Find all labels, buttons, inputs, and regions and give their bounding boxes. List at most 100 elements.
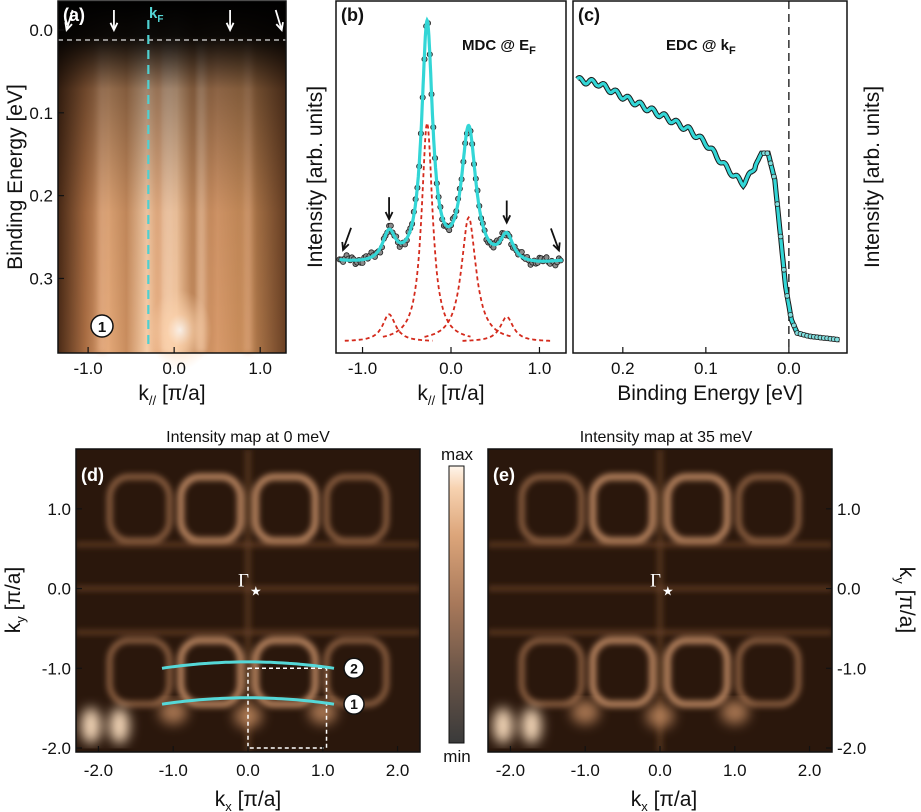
panel-c-xtick-label: 0.1 xyxy=(694,359,718,378)
fermi-pocket xyxy=(589,473,657,545)
map-ytick-label: 1.0 xyxy=(47,500,71,519)
panel-a-ytick-label: 0.3 xyxy=(29,269,53,288)
panel-a-arrow xyxy=(225,10,235,33)
panel-b-label: (b) xyxy=(341,5,364,25)
panel-e-xlabel: kx [π/a] xyxy=(631,788,698,812)
panel-a-arrows xyxy=(64,9,284,33)
map-hotspot xyxy=(521,707,542,744)
panel-e-pockets xyxy=(488,449,832,752)
map-hotspot xyxy=(646,704,674,729)
panel-b-xtick-label: -1.0 xyxy=(348,359,377,378)
panel-c-frame xyxy=(572,0,848,354)
panel-b-curves xyxy=(336,16,564,342)
panel-b-data-point xyxy=(518,248,525,255)
fermi-pocket xyxy=(251,636,319,708)
panel-a-arrow xyxy=(109,10,119,33)
map-hotspot xyxy=(159,700,188,725)
panel-b-arrow xyxy=(384,197,394,222)
map-hotspot-layer xyxy=(492,700,749,744)
panel-a-arrow-shaft xyxy=(65,9,74,31)
panel-b-arrow-head xyxy=(502,214,512,225)
map-ytick-label: -1.0 xyxy=(837,659,866,678)
panel-b-arrow xyxy=(550,228,561,253)
panel-a-arrow-shaft xyxy=(274,9,283,31)
fermi-pocket-outer xyxy=(518,473,585,544)
gamma-point-star: ★ xyxy=(662,584,674,599)
momentum-cut-line xyxy=(161,660,335,670)
gamma-point-label: Γ xyxy=(650,571,661,592)
panel-b-data-point xyxy=(446,227,453,234)
panel-c-data-point xyxy=(791,322,797,329)
panel-e-ticks: -2.0 -1.0 0.0 1.0 2.0 1.0 0.0 -1.0 -2.0 xyxy=(496,500,867,780)
gamma-point-label: Γ xyxy=(238,571,249,592)
momentum-cut-line xyxy=(161,696,335,706)
panel-a-arrow-head xyxy=(275,21,284,32)
fermi-pocket-outer xyxy=(735,637,802,708)
cut-marker-label: 1 xyxy=(350,696,358,712)
map-glow-layer xyxy=(488,449,832,752)
panel-b-arrow-head xyxy=(384,211,394,222)
panel-a-ylabel: Binding Energy [eV] xyxy=(4,84,27,270)
panel-e-ylabel: ky [π/a] xyxy=(892,567,918,634)
map-ytick-label: 0.0 xyxy=(47,580,71,599)
map-hotspot xyxy=(720,700,749,725)
panel-b-arrow xyxy=(341,227,352,252)
panel-b-component-peak xyxy=(382,122,471,338)
fermi-pocket-outer xyxy=(735,473,802,544)
panel-e-label: (e) xyxy=(493,465,515,485)
panel-c-data-point xyxy=(764,150,771,157)
fermi-pocket-outer xyxy=(106,473,173,544)
panel-b: (b) MDC @ EF -1.0 0.0 1.0 k// [π/a] Intens… xyxy=(304,0,567,408)
panel-b-data-point xyxy=(387,222,394,229)
map-xtick-label: 0.0 xyxy=(648,761,672,780)
panel-c-curves xyxy=(575,1,840,353)
panel-b-arrow xyxy=(502,200,512,225)
panel-d-ticks: -2.0 -1.0 0.0 1.0 2.0 1.0 0.0 -1.0 -2.0 xyxy=(42,500,410,780)
gamma-point-star: ★ xyxy=(250,584,262,599)
panel-b-frame xyxy=(335,0,567,354)
panel-b-arrow-head xyxy=(341,241,350,252)
panel-b-ylabel: Intensity [arb. units] xyxy=(304,86,327,268)
panel-b-arrow-shaft xyxy=(550,228,560,251)
panel-b-fit-curve xyxy=(339,16,563,263)
panel-a-ytick-label: 0.0 xyxy=(29,21,53,40)
panel-a-band-marker-circle xyxy=(90,314,114,338)
panel-c-data-point xyxy=(781,266,787,273)
panel-a-band-marker: 1 xyxy=(98,319,106,336)
panel-c-data-point xyxy=(787,312,794,318)
map-hotspot xyxy=(492,707,513,744)
panel-b-component-peak xyxy=(462,315,551,342)
fermi-pocket xyxy=(663,473,731,545)
fermi-pocket-outer xyxy=(323,473,390,544)
colorbar-min-label: min xyxy=(443,747,470,766)
panel-c-data-point xyxy=(777,233,784,240)
panel-c-data-point xyxy=(834,336,840,343)
map-ytick-label: -1.0 xyxy=(42,659,71,678)
panel-c-ticks: 0.2 0.1 0.0 xyxy=(611,347,801,378)
map-hotspot-layer xyxy=(80,700,337,744)
panel-a-xtick-label: -1.0 xyxy=(73,359,102,378)
panel-a-arrow xyxy=(274,9,284,32)
map-ytick-label: 1.0 xyxy=(837,500,861,519)
cut-marker-circle xyxy=(343,657,365,680)
zone-boundary-box xyxy=(247,667,328,749)
panel-b-xtick-label: 1.0 xyxy=(528,359,552,378)
panel-a: kF (a) 1 -1.0 0.0 1.0 0.0 0.1 0.2 0.3 k// [π/a… xyxy=(4,0,287,408)
panel-a-arrow-head xyxy=(225,22,235,33)
panel-b-ticks: -1.0 0.0 1.0 xyxy=(348,347,551,378)
panel-a-ytick-label: 0.2 xyxy=(29,187,53,206)
panel-a-xtick-label: 1.0 xyxy=(248,359,272,378)
panel-b-arrow-shaft xyxy=(342,227,352,251)
map-xtick-label: 1.0 xyxy=(723,761,747,780)
panel-d-title: Intensity map at 0 meV xyxy=(166,429,330,446)
panel-c-ylabel: Intensity [arb. units] xyxy=(861,86,884,268)
panel-e-title: Intensity map at 35 meV xyxy=(580,429,753,446)
map-xtick-label: -1.0 xyxy=(159,761,188,780)
colorbar-max-label: max xyxy=(441,445,474,464)
panel-a-kf-label: kF xyxy=(149,5,163,25)
panel-c-fit-curve xyxy=(576,76,840,342)
panel-c: (c) EDC @ kF 0.2 0.1 0.0 Binding Energy [e… xyxy=(572,0,884,405)
panel-b-component-peak xyxy=(344,313,433,342)
panel-c-label: (c) xyxy=(578,5,600,25)
